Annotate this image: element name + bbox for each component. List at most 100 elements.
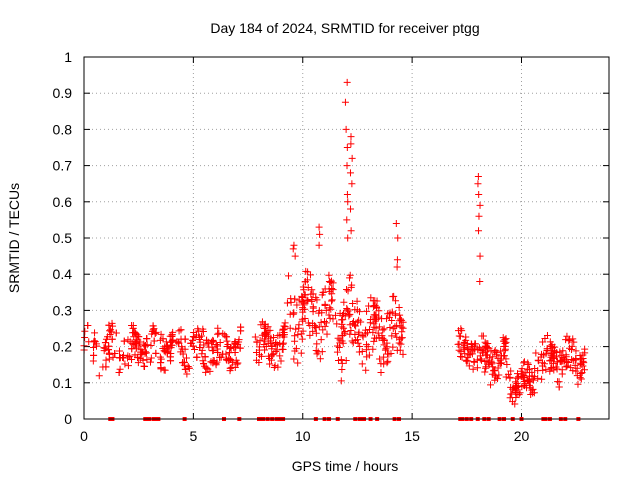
data-point <box>115 369 123 377</box>
data-point <box>550 354 558 362</box>
data-point <box>189 342 197 350</box>
data-point <box>349 300 357 308</box>
data-point <box>397 340 405 348</box>
data-point <box>562 336 570 344</box>
data-point <box>342 125 350 133</box>
data-point <box>384 357 392 365</box>
data-point <box>358 360 366 368</box>
data-point <box>326 278 334 286</box>
data-point <box>343 144 351 151</box>
data-point <box>198 350 206 358</box>
data-point <box>120 337 128 345</box>
data-point <box>182 354 190 362</box>
data-point <box>378 315 386 323</box>
data-point <box>540 351 548 359</box>
data-point <box>188 336 196 344</box>
data-point <box>343 216 351 224</box>
data-point <box>531 365 539 373</box>
data-point <box>513 386 521 394</box>
data-points <box>80 78 589 421</box>
data-point <box>326 314 334 322</box>
data-point <box>353 297 361 305</box>
data-point <box>299 283 307 291</box>
data-point <box>105 346 113 354</box>
x-tick-label: 15 <box>404 428 420 444</box>
data-point <box>370 337 378 345</box>
data-point <box>134 359 142 367</box>
data-point <box>253 338 261 346</box>
data-point <box>337 377 345 385</box>
data-point <box>473 356 481 364</box>
data-point <box>320 318 328 326</box>
y-tick-label: 0.5 <box>53 230 73 246</box>
data-point <box>233 360 241 368</box>
data-point <box>277 357 285 365</box>
data-point <box>333 320 341 328</box>
data-point <box>313 350 321 358</box>
data-point <box>362 366 370 374</box>
data-point <box>177 326 185 334</box>
x-tick-label: 20 <box>514 428 530 444</box>
data-point <box>338 311 346 319</box>
data-point <box>470 357 478 365</box>
data-point <box>572 355 580 363</box>
data-point <box>464 357 472 365</box>
data-point <box>196 343 204 351</box>
y-tick-label: 0.2 <box>53 339 73 355</box>
data-point <box>148 327 156 335</box>
data-point <box>344 287 352 295</box>
data-point <box>294 359 302 367</box>
data-point <box>483 351 491 359</box>
data-point <box>558 370 566 378</box>
data-point <box>457 325 465 333</box>
data-point <box>175 327 183 335</box>
data-point <box>535 357 543 365</box>
data-point <box>298 335 306 343</box>
data-point <box>564 359 572 367</box>
data-point <box>546 367 554 375</box>
data-point <box>396 322 404 330</box>
data-point <box>132 330 140 338</box>
data-point <box>139 356 147 364</box>
data-point <box>343 306 351 314</box>
data-point <box>85 338 93 346</box>
data-point <box>132 339 140 347</box>
data-point <box>327 305 335 313</box>
data-point <box>348 180 356 188</box>
data-point <box>197 332 205 340</box>
data-point <box>207 358 215 366</box>
data-point <box>202 364 210 372</box>
data-point <box>167 357 175 365</box>
data-point <box>363 307 371 315</box>
data-point <box>380 353 388 361</box>
data-point <box>343 285 351 293</box>
data-point <box>547 364 555 372</box>
data-point <box>209 337 217 345</box>
data-point <box>549 359 557 367</box>
data-point <box>201 353 209 361</box>
data-point <box>286 310 294 318</box>
data-point <box>542 366 550 374</box>
data-point <box>304 284 312 292</box>
data-point <box>487 357 495 365</box>
data-point <box>168 341 176 349</box>
data-point <box>392 220 400 228</box>
data-point <box>555 383 563 391</box>
data-point <box>393 256 401 264</box>
data-point <box>331 311 339 319</box>
data-point <box>386 324 394 332</box>
data-point <box>289 245 297 253</box>
data-point <box>579 355 587 363</box>
y-tick-label: 0.9 <box>53 85 73 101</box>
data-point <box>280 322 288 330</box>
data-point <box>574 380 582 388</box>
data-point <box>141 342 149 350</box>
data-point <box>534 374 542 382</box>
data-point <box>290 355 298 363</box>
data-point <box>333 342 341 350</box>
data-point <box>128 345 136 353</box>
y-tick-label: 0.7 <box>53 158 73 174</box>
data-point <box>367 316 375 324</box>
data-point <box>214 330 222 338</box>
